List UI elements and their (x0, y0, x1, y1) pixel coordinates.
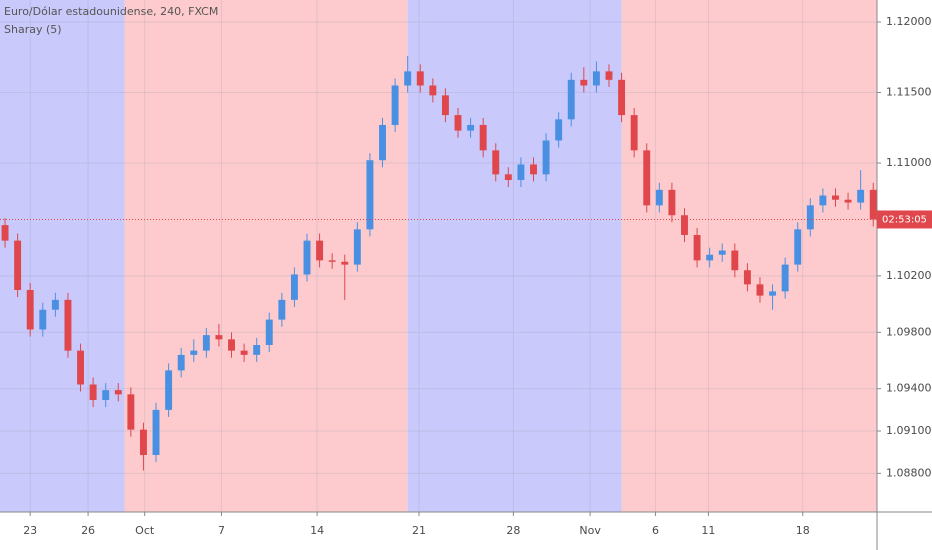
candle-body (190, 350, 198, 355)
candle-body (794, 229, 802, 265)
candle-body (64, 299, 72, 351)
candle-body (857, 189, 865, 203)
x-tick-label: 14 (310, 524, 324, 537)
candle-body (467, 124, 475, 131)
candle-body (643, 150, 651, 206)
candle-body (51, 299, 59, 310)
candle-body (832, 195, 839, 200)
candle-body (819, 195, 827, 206)
x-tick-label: 18 (796, 524, 810, 537)
x-tick-label: 7 (218, 524, 225, 537)
candle-body (391, 85, 399, 125)
candle-body (416, 71, 424, 86)
candle-body (240, 350, 248, 355)
candle-body (681, 215, 688, 235)
candle-body (756, 284, 764, 296)
candle-body (253, 345, 261, 355)
candle-body (869, 189, 877, 220)
candle-body (114, 390, 122, 395)
x-tick-label: 28 (506, 524, 520, 537)
indicator-region (621, 0, 877, 512)
last-price-box (877, 210, 932, 229)
x-tick-label: 26 (81, 524, 95, 537)
candle-body (328, 260, 336, 262)
candle-body (127, 394, 135, 430)
candle-body (706, 254, 714, 261)
candle-body (215, 335, 223, 340)
candle-body (454, 115, 462, 131)
candle-body (542, 140, 550, 175)
candle-body (580, 79, 588, 86)
candle-body (1, 225, 9, 241)
candle-body (177, 354, 185, 371)
candle-body (530, 164, 537, 175)
y-tick-label: 1.08800 (886, 466, 932, 479)
candle-body (278, 299, 286, 320)
candle-body (165, 370, 173, 410)
x-tick-label: Nov (579, 524, 601, 537)
y-tick-label: 1.09100 (886, 424, 932, 437)
candle-body (806, 205, 814, 230)
candle-body (769, 291, 777, 296)
candle-body (353, 229, 361, 265)
candle-body (517, 164, 525, 180)
candle-body (404, 71, 412, 86)
y-tick-label: 1.09800 (886, 325, 932, 338)
candle-body (655, 189, 663, 206)
candle-body (39, 309, 47, 330)
candle-body (379, 124, 386, 161)
candle-body (668, 189, 676, 216)
candle-body (618, 79, 626, 116)
candle-body (89, 384, 97, 401)
y-tick-label: 1.11500 (886, 86, 932, 99)
y-tick-label: 1.10200 (886, 269, 932, 282)
y-tick-label: 1.09400 (886, 382, 932, 395)
candle-body (139, 429, 147, 456)
candle-body (479, 124, 487, 151)
x-tick-label: 23 (23, 524, 37, 537)
candle-body (781, 264, 789, 292)
x-tick-label: 21 (412, 524, 426, 537)
candle-body (567, 79, 575, 120)
candle-body (731, 250, 739, 271)
indicator-label: Sharay (5) (4, 23, 62, 36)
candle-body (341, 261, 349, 265)
candle-body (77, 350, 84, 385)
indicator-region (407, 0, 622, 512)
candle-body (592, 71, 600, 86)
candle-body (316, 240, 324, 261)
candle-body (718, 250, 726, 255)
countdown-label: 02:53:05 (882, 214, 927, 225)
candle-body (26, 289, 34, 330)
candle-body (441, 95, 449, 116)
x-tick-label: Oct (135, 524, 155, 537)
candle-body (504, 174, 512, 180)
candle-body (228, 339, 235, 351)
indicator-region (124, 0, 408, 512)
y-tick-label: 1.12000 (886, 15, 932, 28)
candle-body (693, 234, 701, 261)
x-tick-label: 11 (701, 524, 715, 537)
candle-body (102, 390, 110, 401)
candle-body (429, 85, 437, 96)
candle-body (265, 319, 273, 346)
candle-body (605, 71, 613, 80)
candle-body (555, 119, 563, 141)
candle-body (14, 240, 22, 290)
y-tick-label: 1.11000 (886, 156, 932, 169)
candle-body (743, 270, 751, 285)
candle-body (630, 115, 638, 151)
candle-body (152, 409, 160, 456)
x-tick-label: 6 (652, 524, 659, 537)
candle-body (290, 274, 298, 300)
candle-body (366, 160, 374, 230)
candle-body (303, 240, 311, 275)
candle-body (492, 150, 500, 175)
candle-body (202, 335, 210, 351)
chart-title: Euro/Dólar estadounidense, 240, FXCM (4, 5, 218, 18)
candle-body (844, 199, 852, 203)
